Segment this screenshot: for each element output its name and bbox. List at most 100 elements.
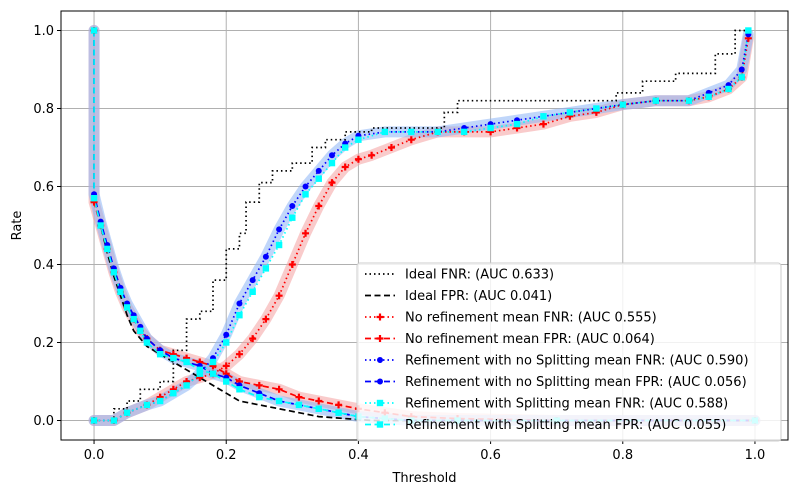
- legend-entry: Refinement with no Splitting mean FPR: (…: [405, 375, 747, 390]
- x-tick-label: 0.6: [480, 448, 501, 463]
- data-point: [123, 409, 131, 416]
- data-point: [90, 195, 98, 202]
- data-point: [315, 405, 322, 412]
- data-point: [223, 378, 230, 385]
- data-point: [130, 315, 137, 323]
- y-tick-label: 0.6: [33, 180, 54, 195]
- data-point: [222, 362, 230, 370]
- data-point: [387, 144, 395, 151]
- data-point: [97, 222, 104, 229]
- data-point: [685, 97, 693, 104]
- data-point: [276, 226, 283, 233]
- series-line-3: [93, 30, 755, 422]
- data-point: [143, 339, 151, 346]
- legend-marker: [376, 335, 384, 342]
- data-point: [335, 409, 342, 416]
- data-point: [302, 191, 309, 198]
- y-tick-label: 0.2: [33, 336, 54, 351]
- data-point: [289, 203, 296, 209]
- legend-entry: Refinement with Splitting mean FPR: (AUC…: [405, 418, 726, 433]
- data-point: [255, 381, 263, 389]
- data-point: [235, 350, 243, 358]
- legend-marker: [377, 357, 383, 363]
- data-point: [328, 152, 335, 159]
- data-point: [513, 120, 521, 128]
- legend-entry: Ideal FNR: (AUC 0.633): [405, 268, 554, 283]
- data-point: [137, 327, 144, 334]
- data-point: [328, 179, 336, 187]
- legend-box: [356, 262, 782, 442]
- data-point: [354, 155, 362, 163]
- axis-ticks: 0.0 0.2 0.4 0.6 0.8 1.0 0.0 0.2 0.4 0.6 0.8 1.0: [33, 24, 765, 463]
- x-tick-label: 0.0: [84, 448, 105, 463]
- data-point: [236, 312, 243, 319]
- series-line-1: [93, 30, 755, 422]
- data-point: [275, 241, 283, 249]
- data-point: [223, 331, 230, 338]
- legend-marker: [376, 313, 384, 321]
- x-axis-label: Threshold: [391, 471, 456, 486]
- data-point: [738, 74, 745, 81]
- data-point: [236, 386, 243, 393]
- data-point: [315, 202, 323, 210]
- data-point: [539, 120, 547, 128]
- series-line-0: [94, 29, 749, 422]
- data-point: [275, 292, 283, 300]
- data-point: [738, 66, 745, 73]
- data-point: [275, 385, 283, 393]
- data-point: [156, 351, 164, 358]
- data-point: [652, 97, 660, 104]
- data-point: [256, 393, 263, 401]
- data-point: [315, 397, 323, 405]
- data-point: [434, 128, 441, 136]
- data-point: [209, 370, 217, 377]
- legend-marker: [377, 378, 383, 385]
- data-point: [249, 277, 256, 284]
- series-line-4: [94, 34, 750, 422]
- data-point: [408, 128, 415, 136]
- data-point: [368, 151, 376, 159]
- data-point: [90, 417, 98, 424]
- data-point: [593, 105, 600, 112]
- data-point: [196, 370, 203, 377]
- data-point: [381, 128, 389, 136]
- data-point: [295, 401, 303, 409]
- data-point: [249, 335, 257, 343]
- data-point: [725, 85, 732, 93]
- x-tick-label: 0.2: [216, 448, 237, 463]
- data-point: [315, 175, 322, 182]
- legend-entry: No refinement mean FPR: (AUC 0.064): [405, 332, 655, 347]
- data-point: [487, 124, 494, 132]
- data-point: [566, 109, 574, 116]
- x-tick-label: 1.0: [745, 448, 766, 463]
- data-point: [355, 136, 362, 143]
- data-point: [262, 265, 270, 272]
- y-tick-label: 0.8: [33, 102, 54, 117]
- data-point: [209, 358, 217, 366]
- legend-entry: No refinement mean FNR: (AUC 0.555): [405, 311, 657, 326]
- legend-marker: [376, 399, 384, 407]
- data-point: [90, 27, 98, 34]
- data-point: [745, 27, 752, 34]
- legend-marker: [376, 421, 384, 428]
- data-point: [104, 245, 111, 253]
- data-point: [341, 163, 349, 171]
- data-point: [288, 261, 296, 268]
- data-point: [196, 366, 203, 373]
- legend-entry: Refinement with Splitting mean FNR: (AUC…: [405, 397, 728, 412]
- series-line-6: [94, 30, 750, 422]
- data-point: [407, 136, 415, 144]
- legend-entry: Ideal FPR: (AUC 0.041): [405, 289, 552, 304]
- data-point: [619, 101, 626, 108]
- data-point: [110, 269, 118, 276]
- data-point: [335, 401, 343, 409]
- data-point: [183, 358, 190, 366]
- y-tick-label: 0.0: [33, 414, 54, 429]
- data-point: [183, 382, 190, 389]
- data-point: [460, 128, 468, 136]
- data-point: [341, 144, 349, 151]
- data-point: [705, 93, 712, 100]
- y-axis-label: Rate: [10, 211, 25, 241]
- data-point: [302, 229, 310, 237]
